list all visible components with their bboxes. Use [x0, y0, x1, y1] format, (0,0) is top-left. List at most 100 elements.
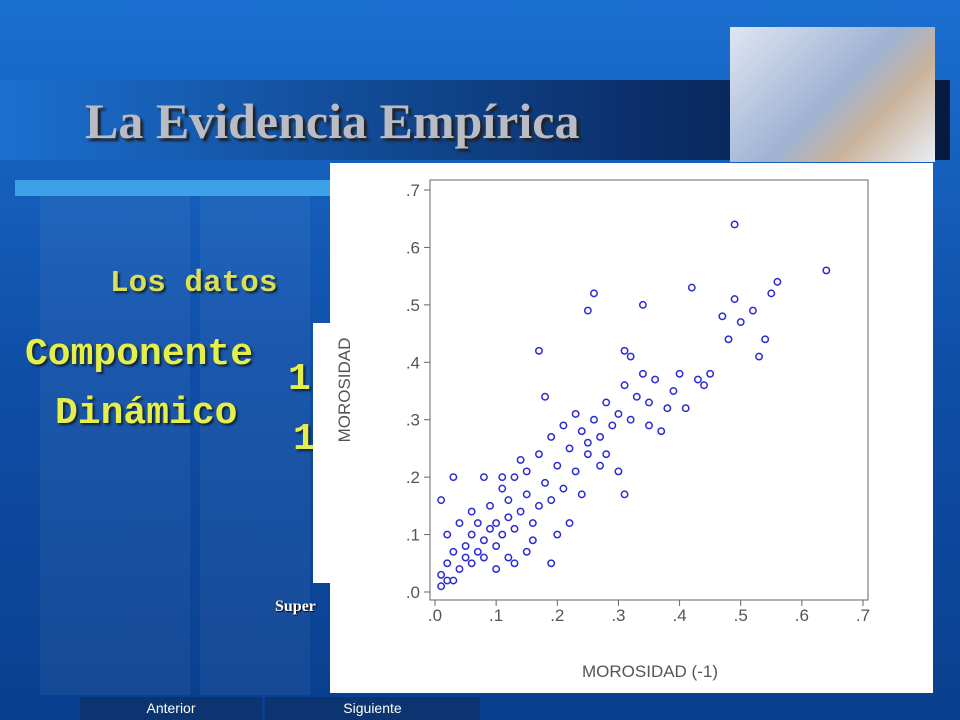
money-image: [730, 27, 935, 162]
data-point: [602, 450, 611, 459]
data-point: [528, 519, 537, 528]
plot-frame: [429, 179, 869, 601]
data-point: [614, 410, 623, 418]
data-point: [773, 277, 782, 286]
data-point: [669, 387, 678, 395]
data-point: [651, 375, 660, 384]
next-button[interactable]: Siguiente: [265, 697, 480, 720]
data-point: [461, 553, 470, 562]
data-point: [718, 312, 727, 321]
stripe: [200, 195, 310, 695]
data-point: [547, 559, 556, 568]
data-point: [534, 450, 543, 459]
data-point: [522, 490, 531, 499]
body-text: 1: [288, 358, 311, 401]
data-point: [455, 519, 464, 528]
data-point: [620, 490, 629, 499]
stripe: [40, 195, 190, 695]
data-point: [437, 570, 446, 579]
data-point: [700, 381, 708, 390]
data-point: [467, 530, 476, 539]
data-point: [467, 559, 476, 568]
back-panel: [313, 323, 333, 583]
data-point: [767, 289, 776, 298]
data-point: [761, 335, 770, 344]
data-point: [730, 220, 739, 229]
x-tick-label: .6: [795, 606, 809, 625]
y-tick-label: .1: [406, 526, 420, 545]
data-point: [504, 496, 513, 505]
data-point: [583, 306, 592, 315]
data-point: [498, 484, 507, 493]
data-point: [547, 432, 556, 441]
data-point: [571, 410, 580, 418]
data-point: [486, 501, 494, 510]
data-point: [510, 524, 519, 533]
body-text: 1: [293, 418, 316, 461]
data-point: [638, 369, 647, 378]
data-point: [706, 369, 715, 378]
data-point: [449, 547, 458, 556]
data-point: [577, 427, 586, 436]
y-tick-label: .2: [406, 468, 420, 487]
accent-bar: [15, 180, 345, 196]
data-point: [559, 421, 568, 430]
data-point: [516, 455, 525, 464]
data-point: [730, 295, 739, 304]
data-point: [596, 461, 605, 470]
data-point: [492, 519, 501, 528]
data-point: [755, 352, 764, 361]
y-tick-label: .5: [406, 296, 420, 315]
data-point: [516, 507, 525, 516]
data-point: [479, 473, 488, 482]
y-tick-label: .7: [406, 181, 420, 200]
data-point: [565, 519, 574, 528]
data-point: [657, 427, 666, 436]
data-point: [534, 346, 543, 355]
data-point: [449, 473, 458, 482]
data-point: [620, 381, 629, 390]
data-point: [479, 553, 488, 562]
data-point: [590, 415, 598, 424]
prev-button[interactable]: Anterior: [80, 697, 262, 720]
data-point: [748, 306, 757, 315]
data-point: [602, 398, 611, 407]
data-point: [583, 450, 592, 459]
data-point: [583, 438, 592, 447]
y-tick-label: .6: [406, 238, 420, 257]
data-point: [645, 398, 653, 407]
data-point: [510, 559, 519, 568]
data-point: [632, 392, 641, 401]
data-point: [522, 547, 531, 556]
data-point: [510, 473, 519, 482]
data-point: [626, 415, 635, 424]
data-point: [681, 404, 690, 413]
data-point: [443, 559, 452, 568]
y-axis-label: MOROSIDAD: [335, 338, 354, 443]
data-point: [534, 501, 543, 510]
y-tick-label: .0: [406, 583, 420, 602]
data-point: [559, 484, 568, 493]
data-point: [437, 582, 446, 591]
data-point: [565, 444, 574, 453]
body-text: Componente: [25, 333, 254, 376]
data-point: [498, 473, 507, 482]
data-point: [553, 461, 562, 470]
slide-title: La Evidencia Empírica: [85, 93, 580, 149]
data-point: [687, 283, 696, 292]
x-axis-label: MOROSIDAD (-1): [582, 662, 718, 681]
data-point: [504, 553, 513, 562]
data-point: [541, 392, 550, 401]
data-point: [577, 490, 586, 499]
data-point: [736, 318, 745, 327]
data-point: [645, 421, 653, 430]
x-tick-label: .1: [489, 606, 503, 625]
data-point: [522, 467, 531, 476]
data-point: [638, 300, 647, 309]
y-tick-label: .4: [406, 353, 420, 372]
data-point: [492, 565, 501, 573]
data-point: [473, 547, 482, 556]
data-point: [486, 524, 494, 533]
data-point: [449, 576, 458, 585]
